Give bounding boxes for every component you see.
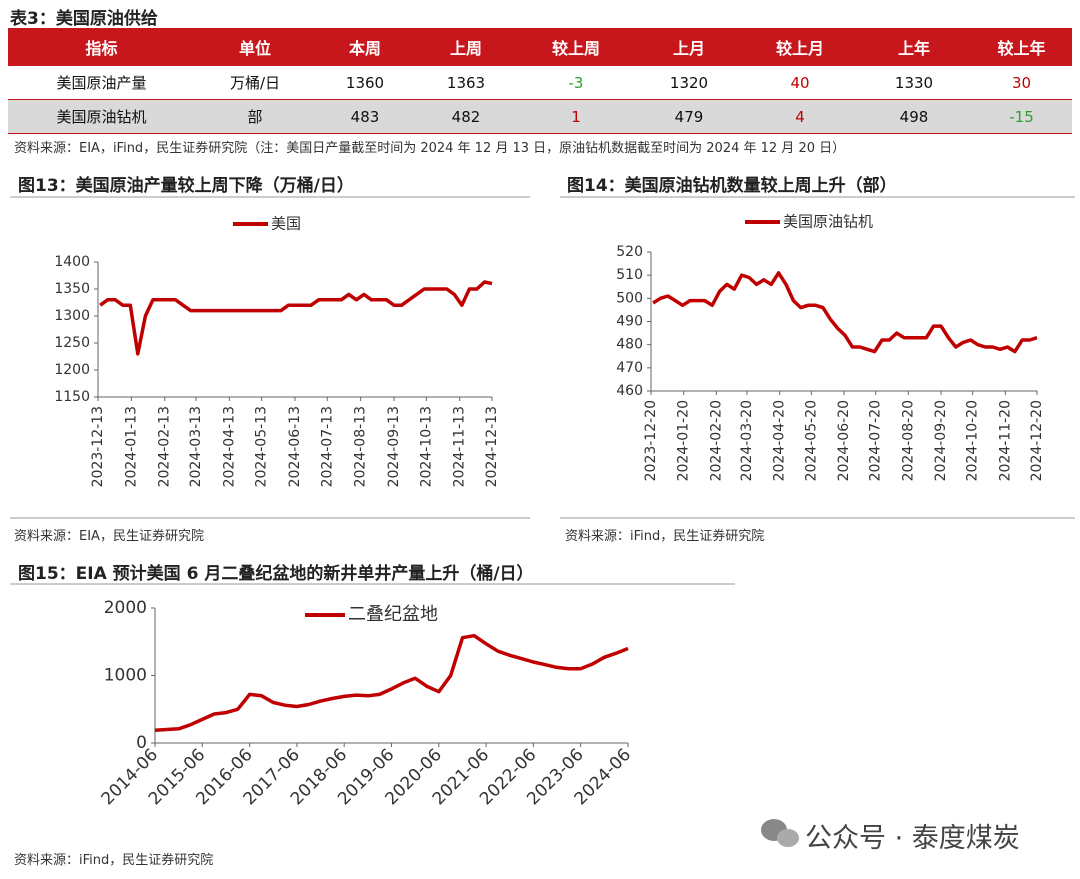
header-cell: 本周	[315, 28, 415, 66]
table-cell: 40	[743, 66, 857, 100]
y-tick-label: 480	[616, 337, 643, 353]
table-cell: 1	[517, 99, 635, 134]
table-cell: 1320	[635, 66, 743, 100]
table-cell: 美国原油钻机	[8, 99, 195, 134]
chart-source: 资料来源：EIA，民生证券研究院	[14, 529, 204, 544]
wechat-icon	[761, 819, 799, 847]
header-cell: 较上周	[517, 28, 635, 66]
x-tick-label: 2024-08-20	[900, 400, 916, 481]
legend-label: 美国原油钻机	[783, 213, 873, 231]
y-tick-label: 1250	[54, 335, 90, 351]
y-tick-label: 1200	[54, 362, 90, 378]
y-tick-label: 500	[616, 290, 643, 306]
header-cell: 单位	[195, 28, 315, 66]
x-tick-label: 2024-09-20	[933, 400, 949, 481]
table-cell: 498	[857, 99, 971, 134]
y-tick-label: 1350	[54, 281, 90, 297]
series-line	[154, 633, 629, 732]
table-cell: -3	[517, 66, 635, 100]
table-cell: 1363	[415, 66, 517, 100]
table-cell: 部	[195, 99, 315, 134]
table-cell: 美国原油产量	[8, 66, 195, 100]
table-cell: 479	[635, 99, 743, 134]
header-cell: 上周	[415, 28, 517, 66]
x-tick-label: 2024-04-13	[221, 406, 237, 487]
y-tick-label: 1400	[54, 254, 90, 270]
header-cell: 上月	[635, 28, 743, 66]
x-tick-label: 2024-12-13	[484, 406, 500, 487]
x-tick-label: 2024-10-20	[965, 400, 981, 481]
y-tick-label: 460	[616, 383, 643, 399]
x-tick-label: 2024-01-13	[123, 406, 139, 487]
table-cell: 1360	[315, 66, 415, 100]
table-title: 表3：美国原油供给	[10, 9, 158, 29]
x-tick-label: 2024-02-13	[157, 406, 173, 487]
y-tick-label: 2000	[104, 598, 147, 618]
table-cell: 4	[743, 99, 857, 134]
chart-source: 资料来源：iFind，民生证券研究院	[565, 529, 765, 544]
table-row: 美国原油钻机部 483 482 1 479 4 498 -15	[8, 99, 1072, 134]
table-cell: 30	[971, 66, 1072, 100]
x-tick-label: 2024-05-13	[254, 406, 270, 487]
x-tick-label: 2024-09-13	[386, 406, 402, 487]
table-cell: 万桶/日	[195, 66, 315, 100]
legend-label: 二叠纪盆地	[348, 604, 438, 625]
header-cell: 指标	[8, 28, 195, 66]
y-tick-label: 510	[616, 267, 643, 283]
x-tick-label: 2024-06-20	[836, 400, 852, 481]
header-cell: 较上月	[743, 28, 857, 66]
y-tick-label: 470	[616, 360, 643, 376]
x-tick-label: 2024-01-20	[676, 400, 692, 481]
x-tick-label: 2024-03-20	[739, 400, 755, 481]
x-tick-label: 2024-10-13	[418, 406, 434, 487]
table-source: 资料来源：EIA，iFind，民生证券研究院（注：美国日产量截至时间为 2024…	[14, 141, 846, 156]
x-tick-label: 2023-12-20	[643, 400, 659, 481]
x-tick-label: 2024-03-13	[188, 406, 204, 487]
x-tick-label: 2024-05-20	[803, 400, 819, 481]
header-cell: 上年	[857, 28, 971, 66]
y-tick-label: 490	[616, 314, 643, 330]
table-cell: -15	[971, 99, 1072, 134]
table-cell: 1330	[857, 66, 971, 100]
table-cell: 483	[315, 99, 415, 134]
chart-title: 图15：EIA 预计美国 6 月二叠纪盆地的新井单井产量上升（桶/日）	[18, 564, 534, 584]
y-tick-label: 1000	[104, 666, 147, 686]
x-tick-label: 2024-07-20	[868, 400, 884, 481]
series-line	[652, 271, 1038, 354]
watermark: 公众号 · 泰度煤炭	[805, 823, 1020, 854]
data-table: 指标 单位 本周 上周 较上周 上月 较上月 上年 较上年 美国原油产量 万桶/日 1360 1363-…	[8, 28, 1072, 134]
chart-title: 图13：美国原油产量较上周下降（万桶/日）	[18, 176, 354, 196]
y-tick-label: 0	[136, 733, 147, 753]
y-tick-label: 1150	[54, 389, 90, 405]
chart-source: 资料来源：iFind，民生证券研究院	[14, 853, 214, 868]
x-tick-label: 2024-08-13	[353, 406, 369, 487]
table-cell: 482	[415, 99, 517, 134]
series-line	[99, 280, 493, 356]
x-tick-label: 2024-12-20	[1029, 400, 1045, 481]
header-cell: 较上年	[971, 28, 1072, 66]
x-tick-label: 2024-06-13	[287, 406, 303, 487]
chart-title: 图14：美国原油钻机数量较上周上升（部）	[567, 176, 897, 196]
legend-label: 美国	[271, 215, 301, 233]
x-tick-label: 2023-12-13	[90, 406, 106, 487]
x-tick-label: 2024-11-13	[452, 406, 468, 487]
table-row: 美国原油产量 万桶/日 1360 1363 -3 1320 40 1330 30	[8, 66, 1072, 100]
x-tick-label: 2024-04-20	[772, 400, 788, 481]
y-tick-label: 1300	[54, 308, 90, 324]
x-tick-label: 2024-11-20	[997, 400, 1013, 481]
x-tick-label: 2024-07-13	[319, 406, 335, 487]
x-tick-label: 2024-02-20	[708, 400, 724, 481]
y-tick-label: 520	[616, 244, 643, 260]
